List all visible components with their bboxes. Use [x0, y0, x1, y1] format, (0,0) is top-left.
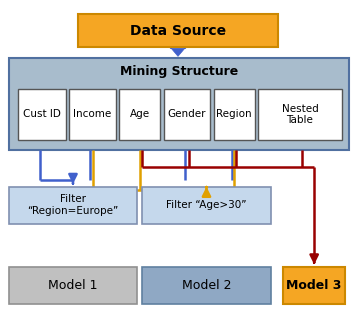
Text: Filter
“Region=Europe”: Filter “Region=Europe”: [27, 194, 119, 216]
FancyBboxPatch shape: [69, 89, 116, 140]
Text: Filter “Age>30”: Filter “Age>30”: [166, 200, 247, 210]
Text: Nested
Table: Nested Table: [282, 103, 318, 125]
FancyBboxPatch shape: [9, 267, 137, 304]
Text: Income: Income: [73, 109, 112, 119]
FancyBboxPatch shape: [9, 187, 137, 224]
Polygon shape: [163, 39, 193, 56]
Text: Region: Region: [216, 109, 252, 119]
Text: Mining Structure: Mining Structure: [120, 65, 238, 78]
Text: Model 3: Model 3: [287, 279, 342, 292]
Text: Model 1: Model 1: [48, 279, 98, 292]
FancyBboxPatch shape: [18, 89, 66, 140]
FancyBboxPatch shape: [164, 89, 210, 140]
Text: Data Source: Data Source: [130, 24, 226, 38]
Text: Age: Age: [130, 109, 150, 119]
Text: Model 2: Model 2: [182, 279, 231, 292]
FancyBboxPatch shape: [214, 89, 255, 140]
FancyBboxPatch shape: [258, 89, 342, 140]
FancyBboxPatch shape: [142, 187, 271, 224]
FancyBboxPatch shape: [78, 14, 278, 47]
FancyBboxPatch shape: [119, 89, 160, 140]
Text: Cust ID: Cust ID: [23, 109, 61, 119]
Text: Gender: Gender: [168, 109, 206, 119]
FancyBboxPatch shape: [142, 267, 271, 304]
FancyBboxPatch shape: [283, 267, 345, 304]
FancyBboxPatch shape: [9, 58, 349, 150]
